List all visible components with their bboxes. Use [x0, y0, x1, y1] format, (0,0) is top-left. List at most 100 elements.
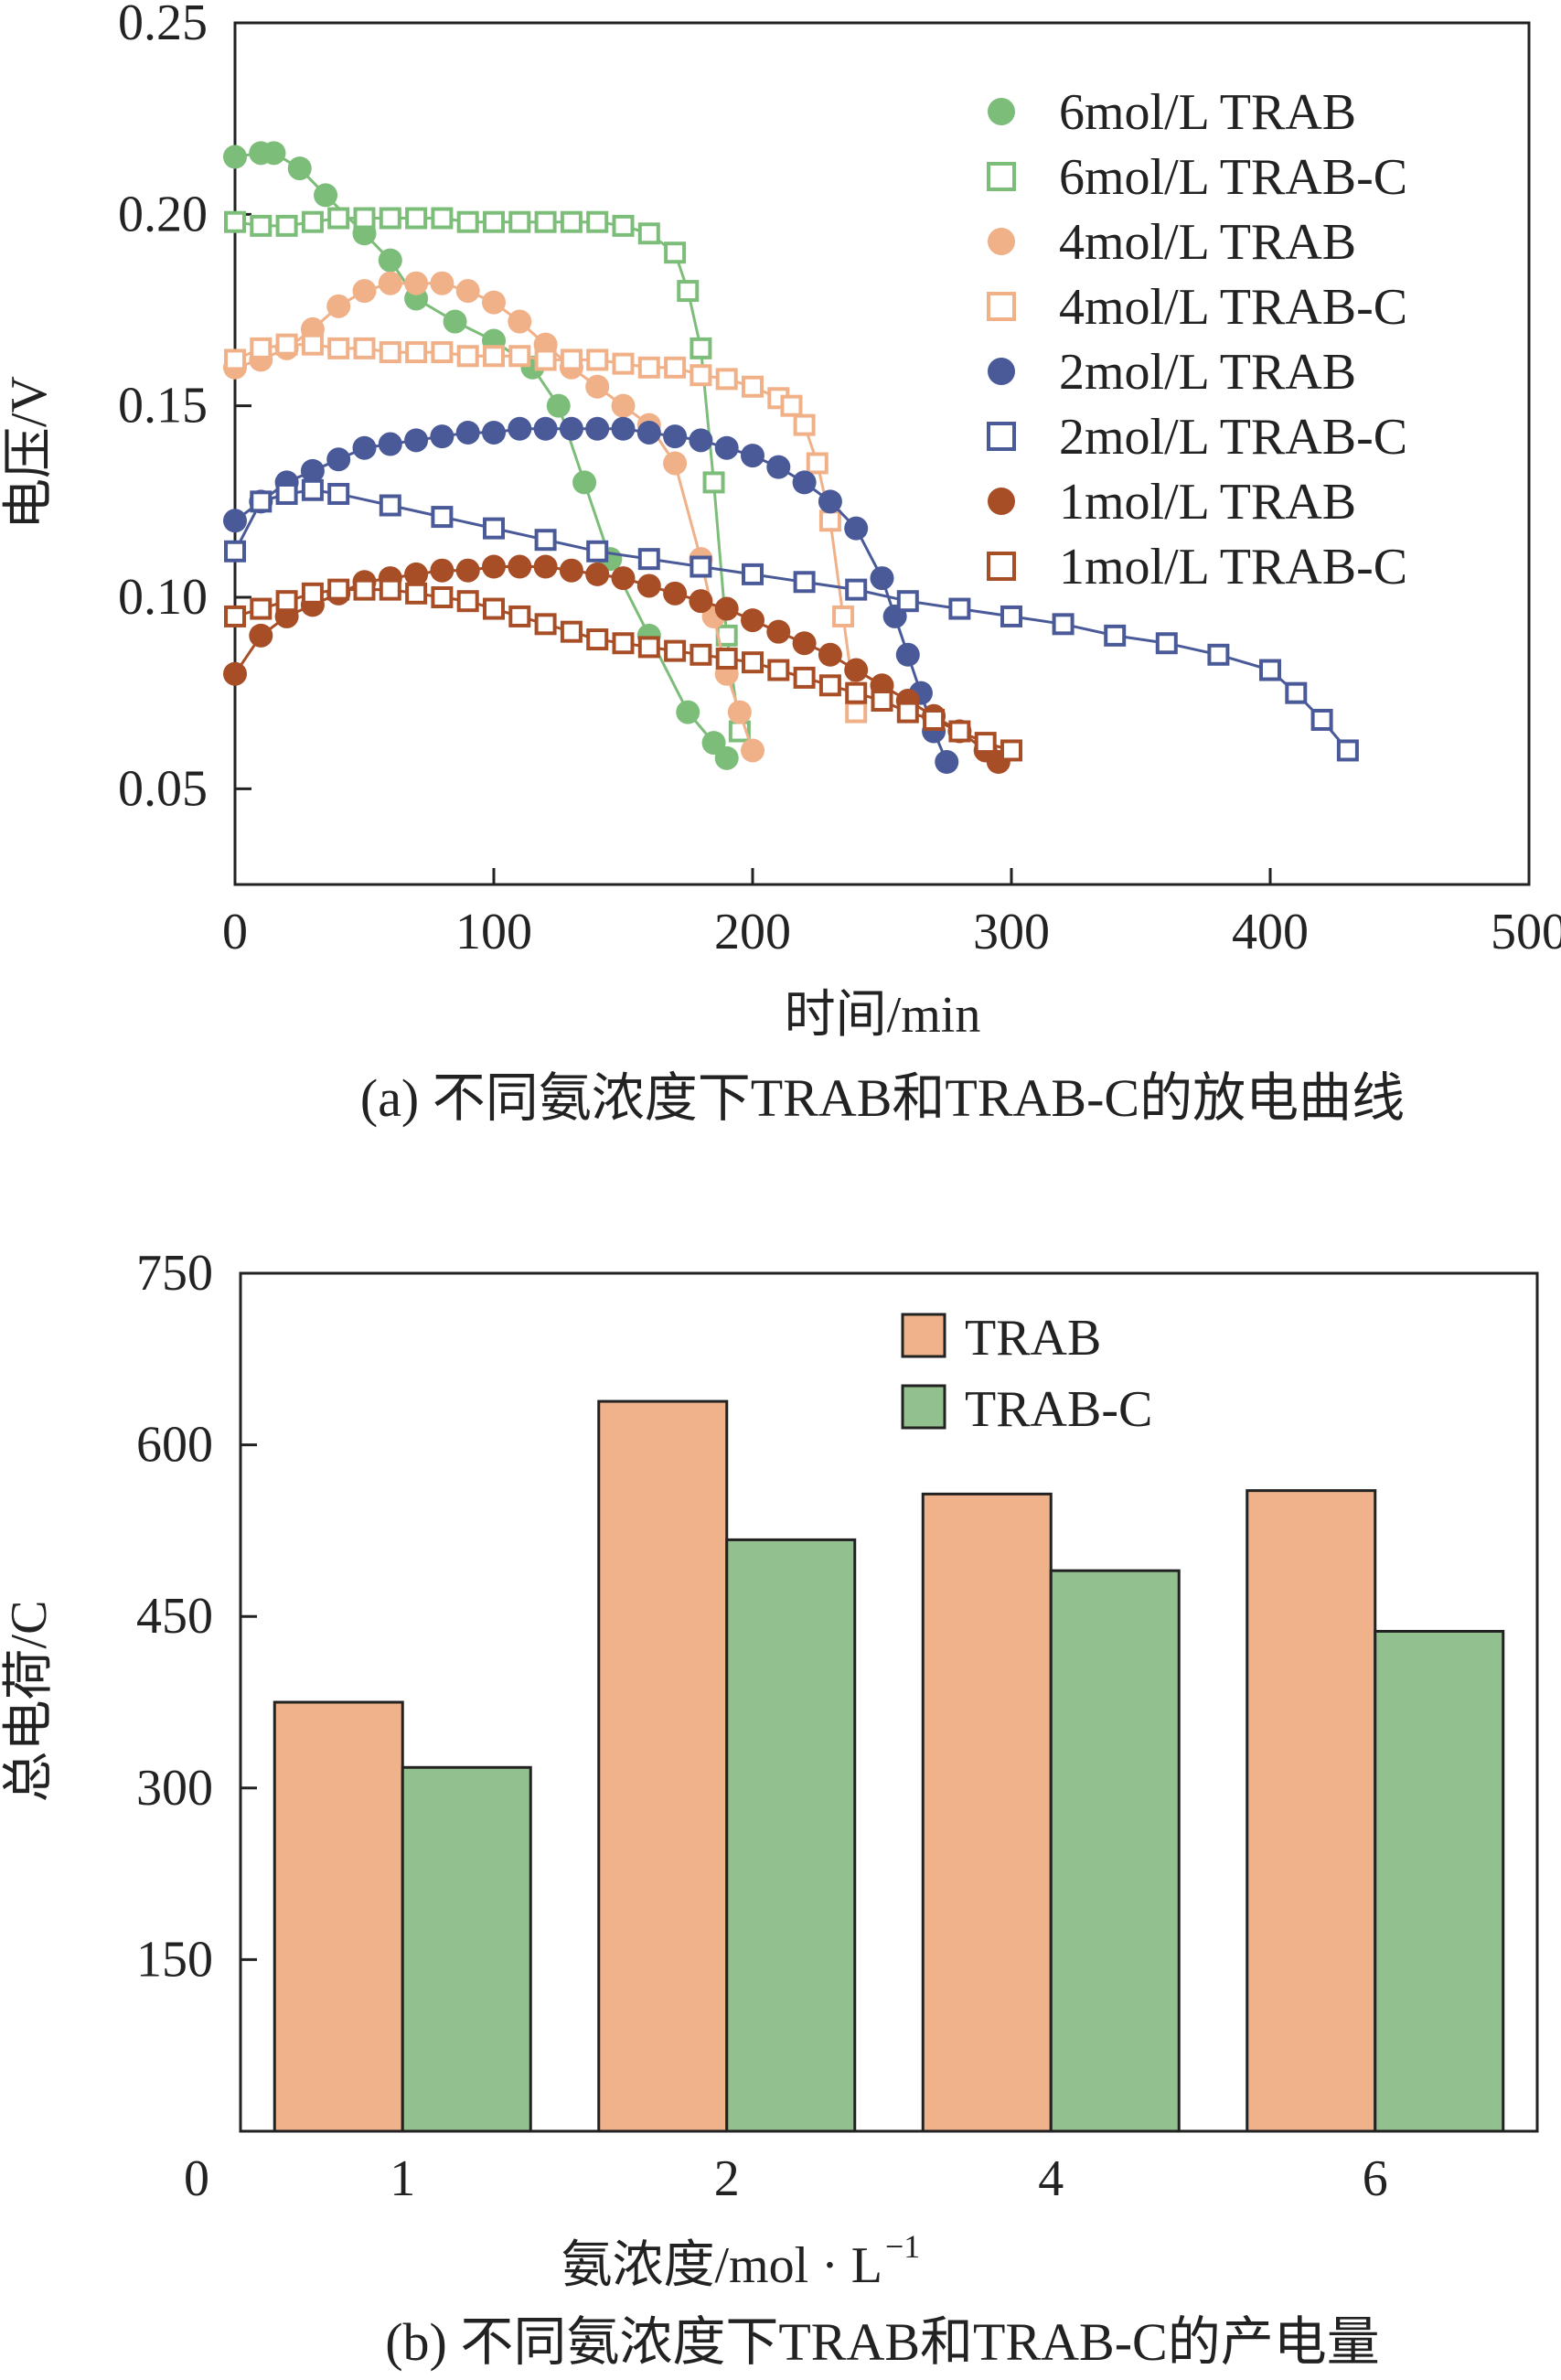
chart-a-data-point: [483, 517, 505, 540]
chart-a-data-point: [405, 582, 428, 605]
chart-a-data-point: [974, 732, 997, 755]
chart-a-data-point: [845, 701, 868, 724]
chart-b-bar: [725, 1538, 857, 2133]
chart-a-data-point: [443, 309, 467, 334]
chart-a-data-point: [742, 651, 764, 674]
chart-b-x-tick-label: 6: [1363, 2150, 1388, 2207]
chart-b-bar: [921, 1492, 1053, 2133]
chart-a-data-point: [844, 658, 869, 682]
chart-a-data-point: [353, 578, 376, 601]
chart-a-data-point: [379, 494, 401, 517]
chart-a-data-point: [455, 279, 480, 304]
chart-a-data-point: [508, 345, 531, 368]
chart-a-data-point: [508, 605, 531, 627]
chart-a-data-point: [262, 141, 286, 166]
chart-a-data-point: [431, 506, 454, 529]
chart-a-data-point: [585, 416, 610, 441]
chart-a-legend-label: 4mol/L TRAB: [1059, 214, 1356, 271]
chart-a-data-point: [508, 210, 531, 233]
chart-a-data-point: [741, 444, 764, 468]
chart-a-y-tick-label: 0.10: [118, 569, 208, 626]
chart-b-y-tick-label: 150: [136, 1931, 213, 1988]
chart-a-series-group: [224, 333, 868, 724]
chart-a-data-point: [534, 348, 557, 371]
chart-a-data-point: [611, 416, 636, 441]
chart-a-data-point: [676, 700, 700, 724]
chart-a-data-point: [714, 435, 739, 460]
chart-a-data-point: [224, 210, 246, 233]
chart-a-data-point: [378, 271, 402, 295]
chart-a-series: [223, 141, 1359, 775]
chart-a-data-point: [585, 374, 610, 399]
chart-a-data-point: [353, 337, 376, 359]
chart-a-data-point: [715, 647, 738, 670]
chart-b-y-tick-label: 750: [136, 1245, 213, 1302]
chart-a-data-point: [559, 416, 583, 441]
chart-a-data-point: [636, 574, 661, 598]
chart-a-data-point: [586, 210, 609, 233]
chart-a-data-point: [301, 478, 324, 501]
chart-a-data-point: [690, 555, 712, 578]
chart-a-data-point: [1207, 643, 1230, 666]
charge-bar-chart: 0 150 300 450 600 750 1 2 4 6 TRAB TRAB-C 氨浓度/mol …: [1, 1245, 1539, 2372]
chart-a-data-point: [1259, 659, 1281, 681]
chart-a-data-point: [327, 207, 350, 230]
chart-a-data-point: [727, 700, 752, 724]
chart-a-data-point: [508, 554, 532, 579]
chart-a-data-point: [690, 364, 712, 387]
chart-a-data-point: [378, 432, 402, 456]
chart-a-data-point: [1000, 605, 1022, 627]
chart-a-data-point: [559, 558, 583, 583]
chart-a-data-point: [560, 210, 583, 233]
chart-a-x-tick-label: 400: [1232, 904, 1309, 960]
chart-a-data-point: [533, 416, 558, 441]
chart-a-data-point: [483, 597, 505, 620]
chart-a-data-point: [767, 659, 790, 681]
chart-a-legend-marker: [987, 292, 1016, 321]
chart-a-data-point: [327, 337, 350, 359]
chart-a-legend-label: 6mol/L TRAB: [1059, 84, 1356, 141]
chart-a-data-point: [456, 345, 479, 368]
chart-a-data-point: [275, 333, 298, 356]
chart-a-data-point: [1336, 739, 1359, 762]
chart-a-series-group: [224, 207, 751, 743]
chart-a-data-point: [404, 562, 429, 586]
chart-b-caption: (b) 不同氨浓度下TRAB和TRAB-C的产电量: [385, 2312, 1380, 2372]
chart-a-data-point: [690, 643, 712, 666]
chart-a-data-point: [845, 578, 868, 601]
chart-a-data-point: [534, 529, 557, 552]
chart-b-legend-swatch: [901, 1384, 946, 1430]
chart-a-data-point: [352, 435, 377, 460]
chart-a-data-point: [430, 271, 454, 295]
chart-b-legend-label: TRAB-C: [965, 1381, 1152, 1438]
chart-a-data-point: [1155, 632, 1178, 655]
chart-a-data-point: [327, 482, 350, 505]
chart-a-legend-marker: [988, 488, 1015, 515]
chart-a-legend-label: 1mol/L TRAB-C: [1059, 539, 1407, 595]
chart-a-x-tick-label: 300: [973, 904, 1050, 960]
chart-a-legend-label: 6mol/L TRAB-C: [1059, 149, 1407, 206]
chart-a-data-point: [533, 554, 558, 579]
chart-a-legend-marker: [988, 228, 1015, 255]
chart-a-data-point: [780, 394, 803, 417]
chart-a-data-point: [612, 632, 635, 655]
chart-a-data-point: [818, 674, 841, 697]
chart-a-data-point: [714, 596, 739, 621]
chart-a-data-point: [301, 210, 324, 233]
chart-b-y-axis-title: 总电荷/C: [1, 1601, 58, 1803]
chart-b-x-tick-label: 1: [390, 2150, 415, 2207]
chart-a-data-point: [896, 701, 919, 724]
chart-a-data-point: [483, 210, 505, 233]
chart-a-data-point: [431, 586, 454, 608]
chart-a-legend-marker: [987, 552, 1016, 581]
chart-a-data-point: [352, 279, 377, 304]
chart-a-data-point: [405, 341, 428, 364]
chart-a-series-group: [224, 578, 1022, 762]
chart-a-series-group: [223, 141, 739, 770]
chart-a-caption: (a) 不同氨浓度下TRAB和TRAB-C的放电曲线: [360, 1068, 1405, 1128]
chart-a-data-point: [327, 578, 350, 601]
chart-a-plot-frame: [233, 21, 1531, 886]
chart-a-x-tick-label: 100: [455, 904, 532, 960]
chart-a-data-point: [586, 540, 609, 563]
chart-a-data-point: [637, 356, 660, 379]
